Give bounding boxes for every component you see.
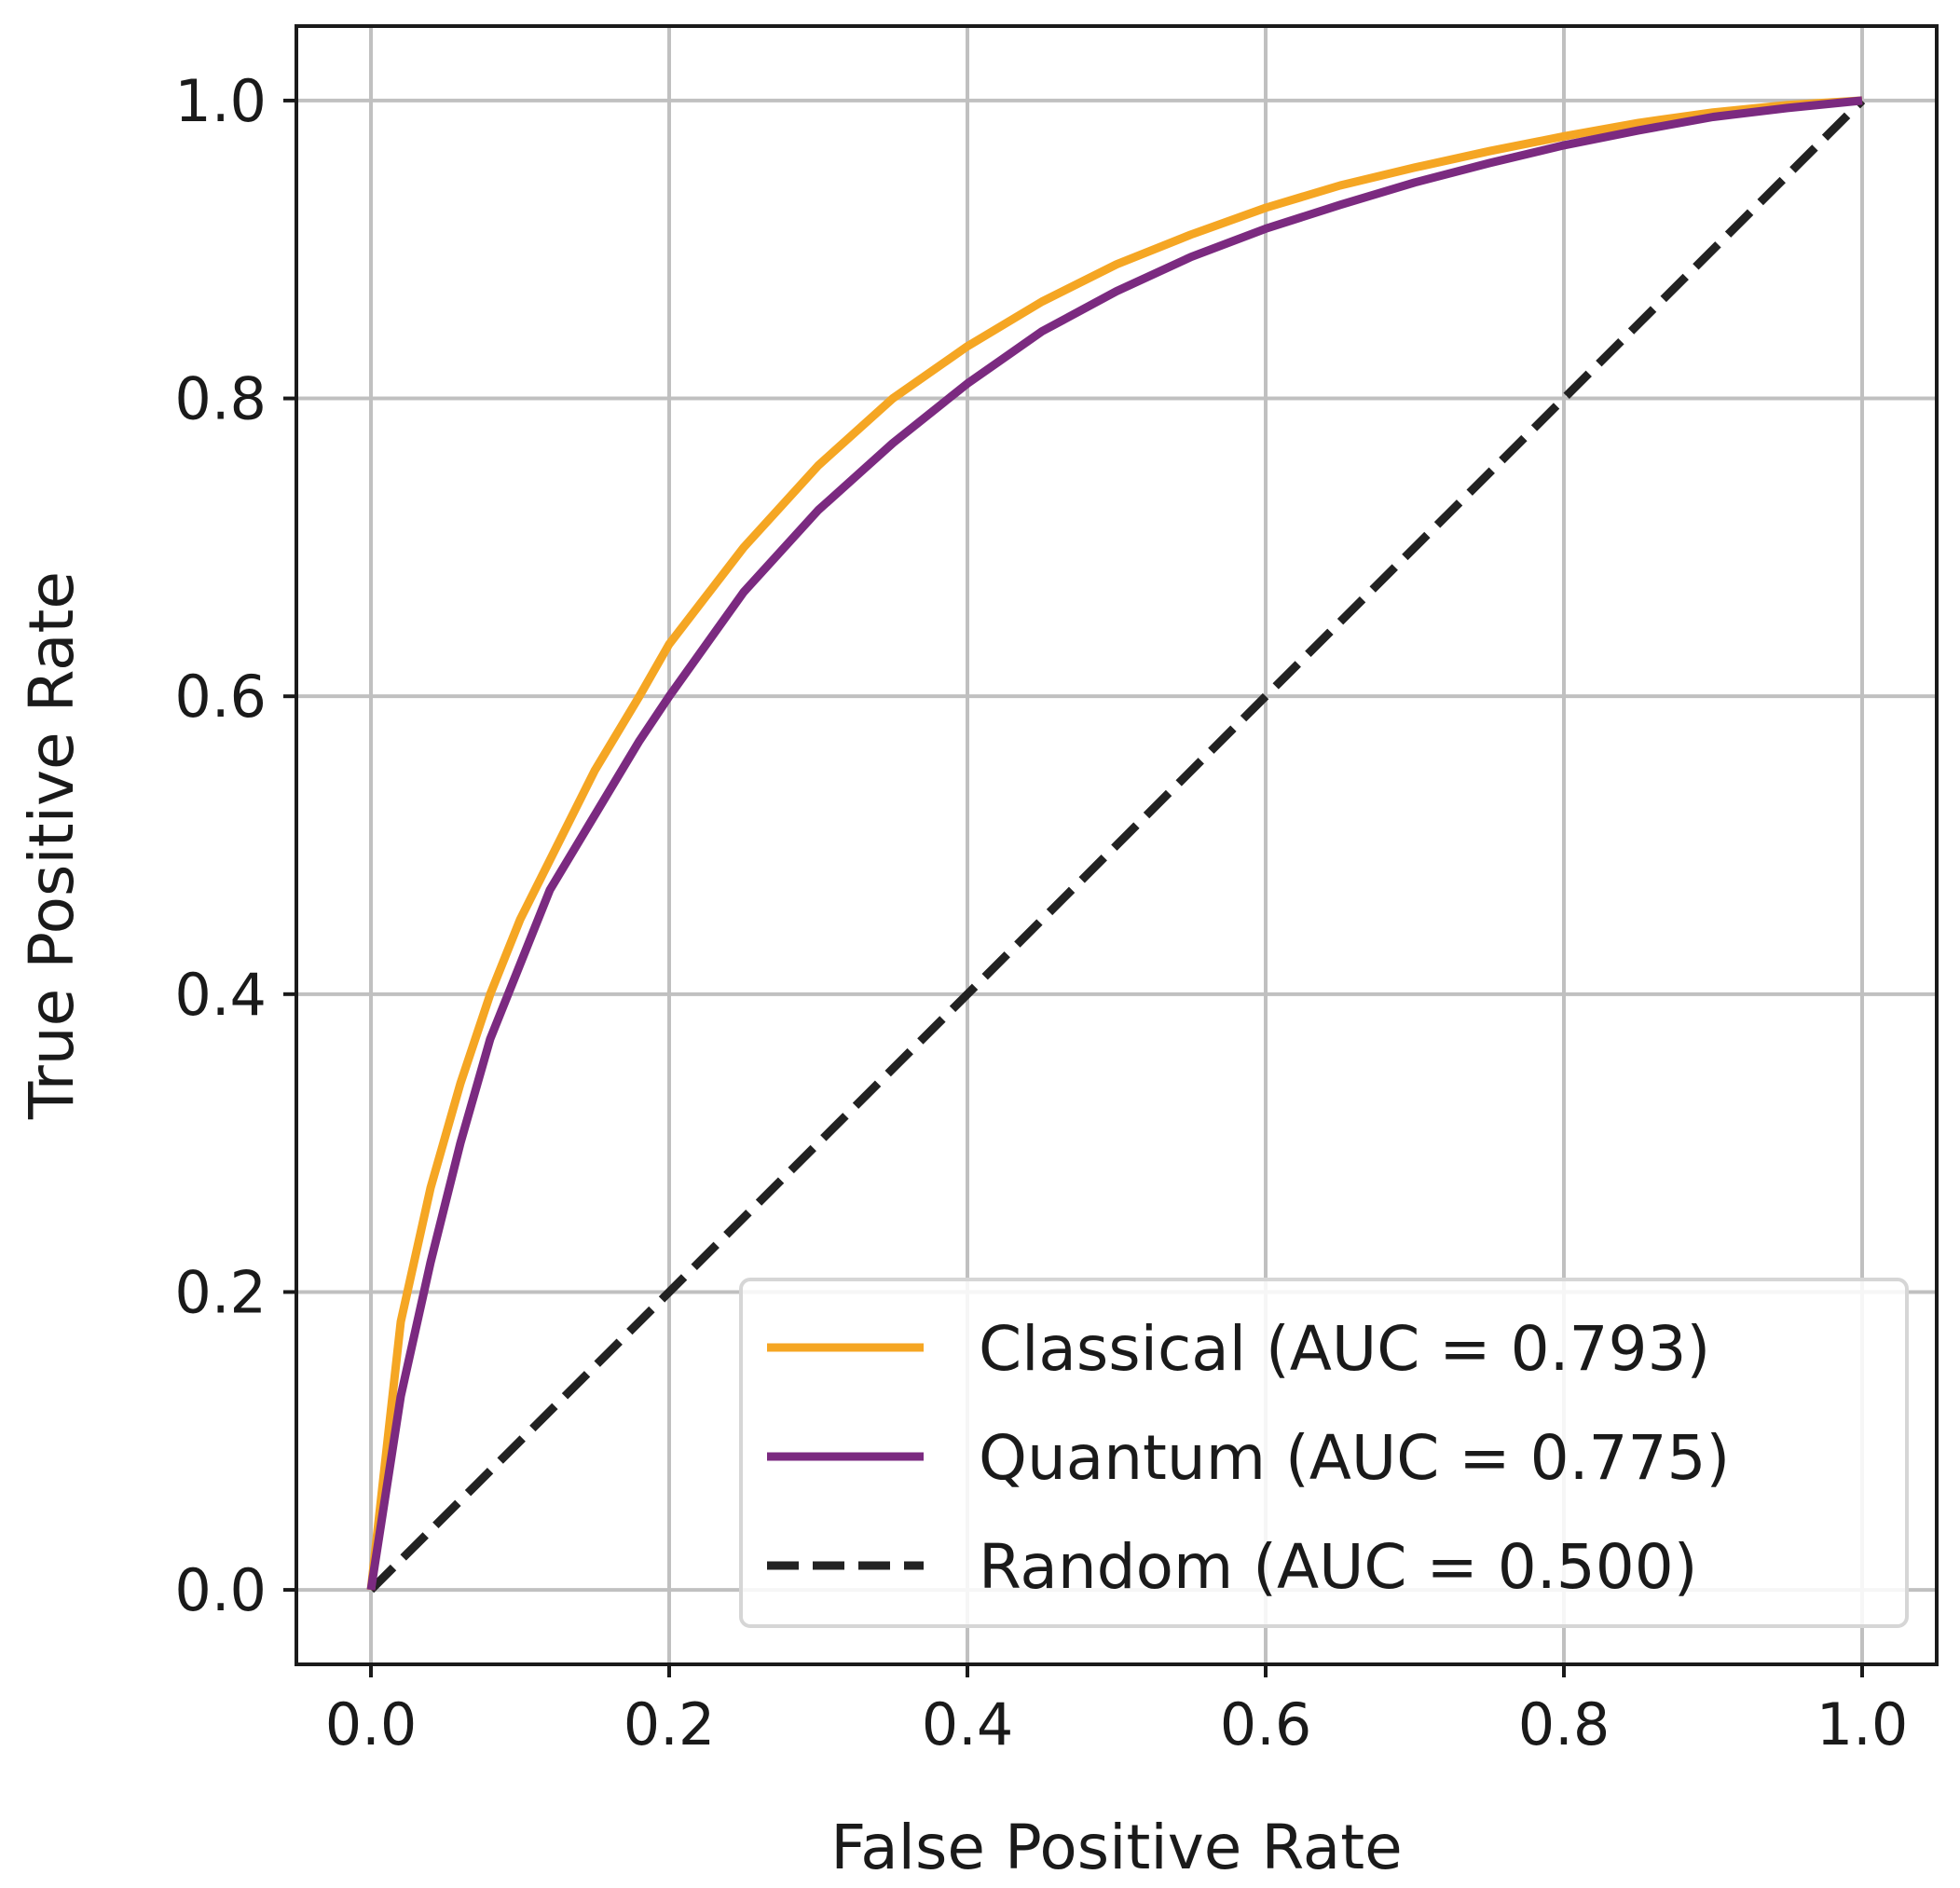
y-tick-label: 0.2 — [174, 1258, 267, 1326]
ticks — [283, 98, 1864, 1677]
x-tick-label: 0.2 — [624, 1690, 716, 1758]
x-tick-label: 1.0 — [1816, 1690, 1909, 1758]
series-line-2 — [367, 97, 1866, 1594]
y-tick-label: 1.0 — [174, 67, 267, 135]
y-axis-label: True Positive Rate — [16, 571, 88, 1120]
series-layer — [366, 96, 1866, 1594]
y-tick-label: 0.8 — [174, 365, 267, 433]
grid — [296, 26, 1937, 1664]
x-axis-label: False Positive Rate — [830, 1812, 1402, 1883]
legend-label-2: Random (AUC = 0.500) — [979, 1531, 1697, 1603]
x-tick-label: 0.8 — [1518, 1690, 1610, 1758]
y-tick-label: 0.6 — [174, 663, 267, 731]
plot-frame — [295, 24, 1939, 1666]
x-tick-label: 0.4 — [922, 1690, 1014, 1758]
legend-label-0: Classical (AUC = 0.793) — [979, 1313, 1710, 1385]
legend-label-1: Quantum (AUC = 0.775) — [979, 1422, 1730, 1494]
series-line-0 — [366, 96, 1863, 1591]
x-tick-label: 0.0 — [325, 1690, 418, 1758]
legend: Classical (AUC = 0.793) Quantum (AUC = 0.… — [739, 1278, 1909, 1628]
series-line-1 — [366, 96, 1863, 1591]
y-tick-label: 0.0 — [174, 1556, 267, 1624]
y-tick-label: 0.4 — [174, 961, 267, 1029]
tick-labels: 0.0 0.2 0.4 0.6 0.8 1.0 0.0 0.2 0.4 0.6 0.8 1.0 — [174, 67, 1908, 1758]
legend-box — [739, 1278, 1909, 1628]
x-tick-label: 0.6 — [1220, 1690, 1312, 1758]
